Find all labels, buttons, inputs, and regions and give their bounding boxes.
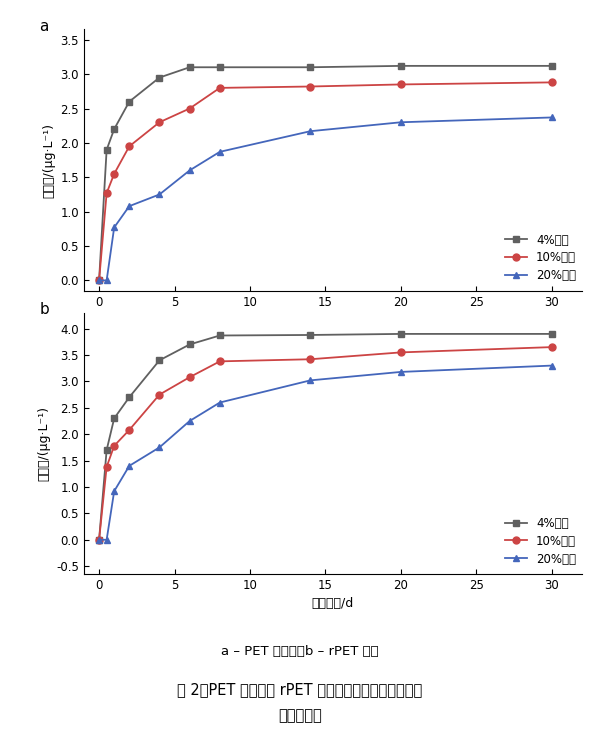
10%乙醇 [103, 462, 110, 471]
4%乙酸 [397, 330, 404, 339]
X-axis label: 迁移时间/d: 迁移时间/d [312, 598, 354, 610]
20%乙醇 [110, 486, 118, 495]
Line: 4%乙酸: 4%乙酸 [95, 330, 555, 543]
Line: 10%乙醇: 10%乙醇 [95, 344, 555, 543]
20%乙醇 [397, 118, 404, 127]
10%乙醇 [216, 357, 223, 366]
20%乙醇 [156, 443, 163, 452]
20%乙醇 [216, 398, 223, 407]
20%乙醇 [186, 417, 193, 425]
Y-axis label: 迁移量/(μg·L⁻¹): 迁移量/(μg·L⁻¹) [38, 406, 51, 481]
20%乙醇 [95, 535, 103, 544]
10%乙醇 [125, 142, 133, 151]
4%乙酸 [186, 63, 193, 71]
4%乙酸 [103, 445, 110, 454]
4%乙酸 [95, 535, 103, 544]
4%乙酸 [110, 414, 118, 422]
Line: 4%乙酸: 4%乙酸 [95, 63, 555, 284]
10%乙醇 [397, 348, 404, 357]
10%乙醇 [95, 535, 103, 544]
4%乙酸 [397, 62, 404, 71]
4%乙酸 [307, 330, 314, 339]
10%乙醇 [156, 390, 163, 399]
20%乙醇 [103, 276, 110, 285]
10%乙醇 [548, 78, 556, 87]
Legend: 4%乙酸, 10%乙醇, 20%乙醇: 4%乙酸, 10%乙醇, 20%乙醇 [500, 229, 581, 287]
10%乙醇 [216, 83, 223, 92]
20%乙醇 [548, 113, 556, 122]
10%乙醇 [186, 372, 193, 381]
20%乙醇 [125, 202, 133, 210]
4%乙酸 [103, 145, 110, 154]
20%乙醇 [186, 166, 193, 175]
20%乙醇 [156, 190, 163, 199]
4%乙酸 [307, 63, 314, 71]
10%乙醇 [397, 80, 404, 89]
10%乙醇 [110, 169, 118, 178]
Line: 10%乙醇: 10%乙醇 [95, 79, 555, 284]
4%乙酸 [548, 330, 556, 339]
10%乙醇 [548, 343, 556, 352]
10%乙醇 [103, 188, 110, 197]
4%乙酸 [156, 73, 163, 82]
Text: a – PET 饮料瓶；b – rPET 切片: a – PET 饮料瓶；b – rPET 切片 [221, 645, 379, 658]
20%乙醇 [307, 127, 314, 135]
10%乙醇 [307, 355, 314, 364]
Text: a: a [39, 19, 49, 34]
Text: b: b [39, 302, 49, 317]
4%乙酸 [216, 331, 223, 340]
10%乙醇 [307, 82, 314, 91]
10%乙醇 [125, 425, 133, 434]
4%乙酸 [95, 276, 103, 285]
20%乙醇 [216, 147, 223, 156]
Text: 图 2　PET 饮料瓶和 rPET 切片中锄在不同食品模拟液: 图 2 PET 饮料瓶和 rPET 切片中锄在不同食品模拟液 [178, 682, 422, 697]
Line: 20%乙醇: 20%乙醇 [95, 362, 555, 543]
10%乙醇 [110, 442, 118, 450]
10%乙醇 [95, 276, 103, 285]
4%乙酸 [548, 62, 556, 71]
4%乙酸 [125, 97, 133, 106]
4%乙酸 [186, 340, 193, 349]
X-axis label: 迁移时间/d: 迁移时间/d [312, 314, 354, 327]
10%乙醇 [156, 118, 163, 127]
20%乙醇 [307, 376, 314, 385]
20%乙醇 [95, 276, 103, 285]
20%乙醇 [397, 367, 404, 376]
4%乙酸 [125, 393, 133, 402]
20%乙醇 [548, 361, 556, 370]
4%乙酸 [110, 124, 118, 133]
Legend: 4%乙酸, 10%乙醇, 20%乙醇: 4%乙酸, 10%乙醇, 20%乙醇 [500, 512, 581, 570]
10%乙醇 [186, 104, 193, 113]
Line: 20%乙醇: 20%乙醇 [95, 114, 555, 284]
20%乙醇 [125, 461, 133, 470]
4%乙酸 [216, 63, 223, 71]
20%乙醇 [110, 223, 118, 232]
Text: 下的迁移量: 下的迁移量 [278, 708, 322, 723]
Y-axis label: 迁移量/(μg·L⁻¹): 迁移量/(μg·L⁻¹) [42, 123, 55, 197]
20%乙醇 [103, 535, 110, 544]
4%乙酸 [156, 356, 163, 365]
